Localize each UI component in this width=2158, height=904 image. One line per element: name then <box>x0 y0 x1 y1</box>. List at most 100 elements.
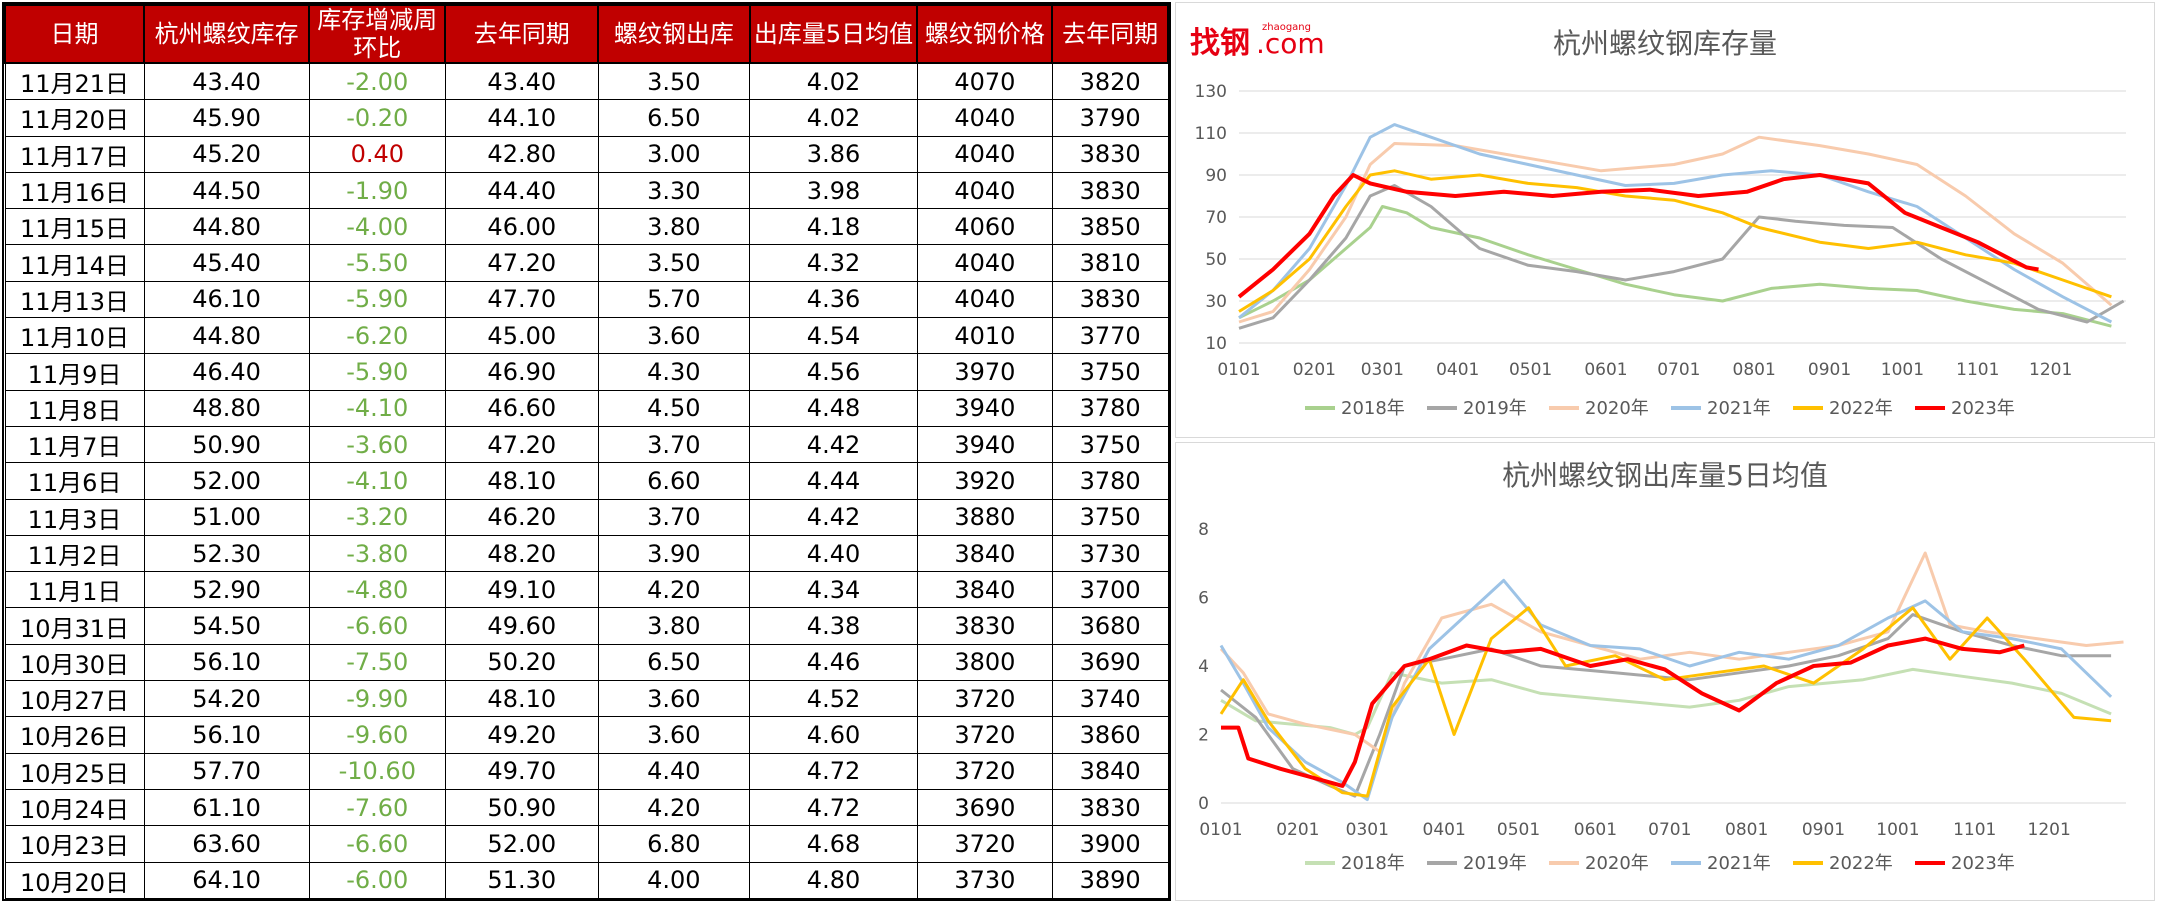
table-row: 11月16日 44.50 -1.90 44.40 3.30 3.98 4040 3830 <box>4 171 1169 210</box>
y-tick-label: 30 <box>1205 292 1227 312</box>
table-row: 11月3日 51.00 -3.20 46.20 3.70 4.42 3880 3750 <box>4 498 1169 536</box>
table-cell: 6.50 <box>597 643 751 682</box>
table-cell: 10月27日 <box>4 680 145 718</box>
table-cell: -1.90 <box>308 171 446 210</box>
table-cell: 11月3日 <box>4 498 145 536</box>
table-cell: 56.10 <box>143 643 310 682</box>
table-cell: 44.40 <box>444 171 599 210</box>
table-cell: 3720 <box>916 716 1053 754</box>
table-cell: 43.40 <box>444 62 599 101</box>
table-cell: 51.30 <box>444 861 599 900</box>
table-cell: 4040 <box>916 280 1053 319</box>
legend-label: 2022年 <box>1829 398 1893 419</box>
table-cell: 10月25日 <box>4 752 145 790</box>
series-line-2020年 <box>1238 135 2113 324</box>
y-tick-label: 90 <box>1205 166 1227 186</box>
table-cell: 4.20 <box>597 571 751 609</box>
y-tick-label: 0 <box>1198 794 1209 814</box>
table-cell: 3.86 <box>749 135 918 173</box>
table-cell: -4.10 <box>308 389 446 427</box>
table-cell: 3.70 <box>597 425 751 464</box>
table-cell: 3.60 <box>597 716 751 754</box>
table-cell: 3.98 <box>749 171 918 210</box>
table-row: 11月9日 46.40 -5.90 46.90 4.30 4.56 3970 3750 <box>4 353 1169 391</box>
table-cell: 44.10 <box>444 99 599 137</box>
table-cell: -4.80 <box>308 571 446 609</box>
header-inventory-last-year: 去年同期 <box>444 4 600 64</box>
table-cell: 44.50 <box>143 171 310 210</box>
table-cell: 10月20日 <box>4 861 145 900</box>
table-cell: 3900 <box>1051 825 1169 863</box>
table-cell: -5.90 <box>308 280 446 319</box>
table-row: 10月31日 54.50 -6.60 49.60 3.80 4.38 3830 3680 <box>4 607 1169 645</box>
inventory-chart-panel: 找钢 .com zhaogang 杭州螺纹钢库存量 10 30 50 70 90 110 1… <box>1175 2 2155 438</box>
table-cell: 11月21日 <box>4 62 145 101</box>
legend-label: 2020年 <box>1585 853 1649 874</box>
table-cell: 4.44 <box>749 462 918 500</box>
table-cell: 4.36 <box>749 280 918 319</box>
table-cell: 3680 <box>1051 607 1169 645</box>
x-tick-label: 0701 <box>1648 820 1691 840</box>
table-cell: 4.48 <box>749 389 918 427</box>
table-cell: 0.40 <box>308 135 446 173</box>
table-cell: 4.30 <box>597 353 751 391</box>
table-header-row: 日期 杭州螺纹库存 库存增减周环比 去年同期 螺纹钢出库 出库量5日均值 螺纹钢… <box>4 4 1169 64</box>
table-cell: -4.10 <box>308 462 446 500</box>
table-cell: -6.60 <box>308 607 446 645</box>
table-cell: 45.20 <box>143 135 310 173</box>
table-cell: 4.72 <box>749 788 918 827</box>
series-line-2023年 <box>1221 636 2025 788</box>
table-cell: 11月14日 <box>4 244 145 282</box>
table-cell: 3.60 <box>597 680 751 718</box>
table-cell: 4.38 <box>749 607 918 645</box>
table-cell: 4010 <box>916 317 1053 355</box>
table-row: 10月25日 57.70 -10.60 49.70 4.40 4.72 3720 3840 <box>4 752 1169 790</box>
table-cell: 4.52 <box>749 680 918 718</box>
table-cell: 4040 <box>916 99 1053 137</box>
legend-label: 2023年 <box>1951 853 2015 874</box>
outbound-chart-panel: 杭州螺纹钢出库量5日均值 0 2 4 6 8 0101 0201 0301 0401 0501 0… <box>1175 442 2155 901</box>
table-cell: 3.30 <box>597 171 751 210</box>
steel-inventory-table: 日期 杭州螺纹库存 库存增减周环比 去年同期 螺纹钢出库 出库量5日均值 螺纹钢… <box>4 4 1169 900</box>
table-cell: 46.10 <box>143 280 310 319</box>
table-cell: 46.40 <box>143 353 310 391</box>
table-cell: 4070 <box>916 62 1053 101</box>
table-cell: -9.60 <box>308 716 446 754</box>
table-cell: 4.72 <box>749 752 918 790</box>
logo-text: 找钢 <box>1190 26 1250 61</box>
table-row: 11月1日 52.90 -4.80 49.10 4.20 4.34 3840 3700 <box>4 571 1169 609</box>
table-cell: 11月6日 <box>4 462 145 500</box>
table-cell: 43.40 <box>143 62 310 101</box>
series-line-2022年 <box>1219 606 2112 798</box>
table-cell: 6.60 <box>597 462 751 500</box>
table-row: 11月6日 52.00 -4.10 48.10 6.60 4.44 3920 3780 <box>4 462 1169 500</box>
header-price-last-year: 去年同期 <box>1051 4 1169 64</box>
table-cell: 51.00 <box>143 498 310 536</box>
table-cell: 4.54 <box>749 317 918 355</box>
table-cell: 10月26日 <box>4 716 145 754</box>
table-cell: -6.00 <box>308 861 446 900</box>
table-row: 10月30日 56.10 -7.50 50.20 6.50 4.46 3800 3690 <box>4 643 1169 682</box>
table-cell: 4.68 <box>749 825 918 863</box>
table-cell: -0.20 <box>308 99 446 137</box>
table-cell: 3730 <box>1051 534 1169 573</box>
table-cell: 6.50 <box>597 99 751 137</box>
table-cell: 3790 <box>1051 99 1169 137</box>
header-price: 螺纹钢价格 <box>916 4 1054 64</box>
table-cell: 11月13日 <box>4 280 145 319</box>
table-cell: 46.90 <box>444 353 599 391</box>
x-tick-label: 0401 <box>1423 820 1466 840</box>
series-line-2019年 <box>1238 184 2125 330</box>
table-row: 10月23日 63.60 -6.60 52.00 6.80 4.68 3720 3900 <box>4 825 1169 863</box>
table-cell: -2.00 <box>308 62 446 101</box>
series-line-2022年 <box>1238 169 2112 313</box>
table-cell: 54.20 <box>143 680 310 718</box>
table-cell: 54.50 <box>143 607 310 645</box>
table-cell: 64.10 <box>143 861 310 900</box>
table-cell: -3.80 <box>308 534 446 573</box>
table-cell: 3800 <box>916 643 1053 682</box>
y-tick-label: 50 <box>1205 250 1227 270</box>
table-cell: -10.60 <box>308 752 446 790</box>
y-tick-label: 10 <box>1205 334 1227 354</box>
legend-label: 2019年 <box>1463 398 1527 419</box>
